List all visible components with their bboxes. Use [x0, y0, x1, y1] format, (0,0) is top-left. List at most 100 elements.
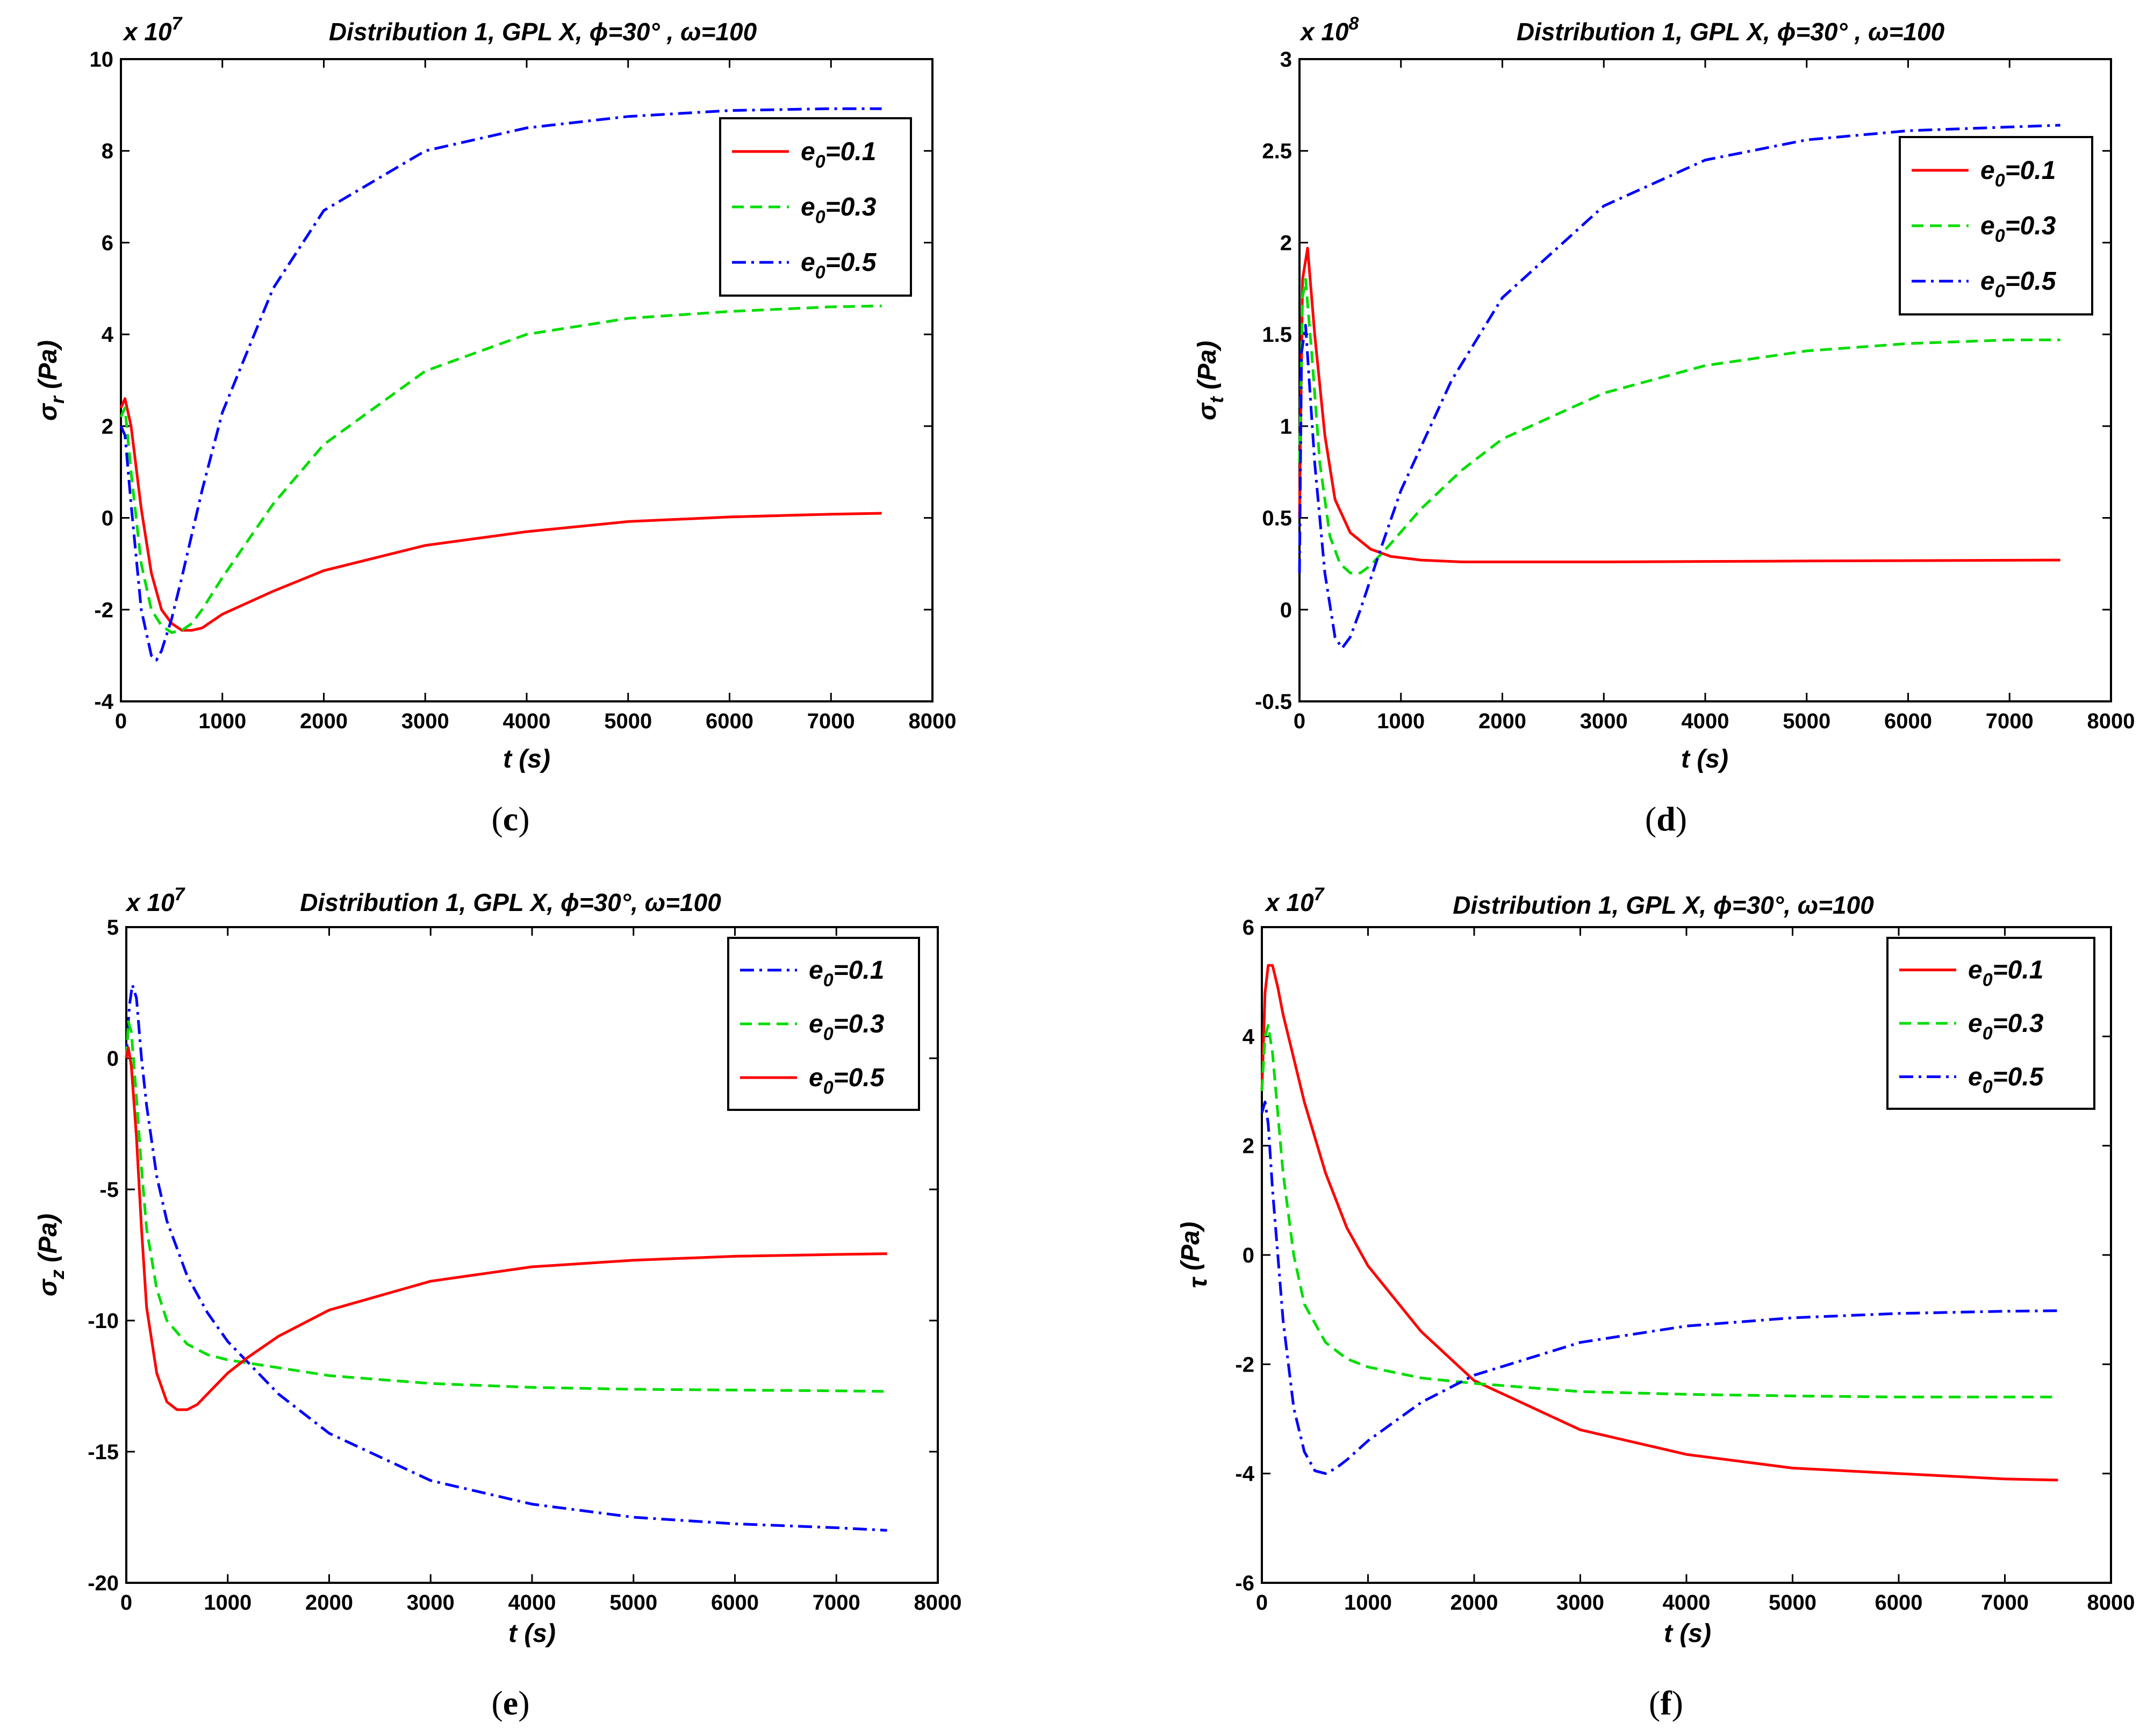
x-tick-label: 1000: [1377, 709, 1425, 733]
y-tick-label: 2.5: [1262, 140, 1292, 163]
x-tick-label: 4000: [1663, 1591, 1711, 1615]
tick-layer: 0 1000 2000 3000 4000 5000 6000 7000 8000 -6 -4 -2 0…: [1235, 916, 2135, 1615]
x-tick-label: 7000: [1981, 1591, 2029, 1615]
y-tick-label: -15: [88, 1440, 119, 1464]
legend-label: e0=0.1: [1980, 156, 2056, 191]
x-tick-label: 8000: [2087, 1591, 2135, 1615]
tick-layer: 0 1000 2000 3000 4000 5000 6000 7000 8000 -20 -15 -…: [88, 916, 961, 1615]
panel-f: 0 1000 2000 3000 4000 5000 6000 7000 8000 -6 -4 -2 0…: [1176, 884, 2135, 1722]
x-tick-label: 5000: [604, 709, 652, 733]
y-tick-label: 2: [1243, 1135, 1254, 1158]
y-tick-label: -10: [88, 1309, 119, 1333]
y-tick-label: -6: [1235, 1572, 1254, 1595]
y-tick-label: -0.5: [1255, 690, 1292, 714]
series-line-red: [125, 1046, 887, 1411]
legend-items: e0=0.1 e0=0.3 e0=0.5: [732, 138, 877, 283]
panel-caption: (d): [1645, 800, 1687, 838]
x-tick-label: 6000: [711, 1591, 759, 1615]
curve-layer: [1298, 124, 2060, 650]
x-tick-label: 7000: [813, 1591, 860, 1615]
y-tick-label: 0: [102, 507, 113, 530]
x-tick-label: 7000: [807, 709, 855, 733]
x-tick-label: 1000: [198, 709, 246, 733]
y-tick-label: 0.5: [1262, 507, 1292, 530]
legend-items: e0=0.1 e0=0.3 e0=0.5: [1912, 156, 2057, 302]
y-axis-label: τ (Pa): [1176, 1222, 1212, 1288]
panel-d: 0 1000 2000 3000 4000 5000 6000 7000 8000-0.500.…: [1193, 13, 2135, 838]
series-line-green: [1260, 1024, 2058, 1398]
x-tick-label: 2000: [1478, 709, 1526, 733]
x-tick-label: 4000: [508, 1591, 556, 1615]
x-tick-label: 3000: [1556, 1591, 1604, 1615]
legend: e0=0.1 e0=0.3 e0=0.5: [1899, 136, 2093, 315]
y-tick-label: 6: [102, 231, 113, 255]
chart-title: Distribution 1, GPL X, ϕ=30° , ω=100: [329, 18, 757, 46]
chart-title: Distribution 1, GPL X, ϕ=30° , ω=100: [1517, 18, 1945, 46]
legend-label: e0=0.5: [1980, 267, 2057, 302]
tick-layer: 0 1000 2000 3000 4000 5000 6000 7000 8000 -4 -2 0 2 4…: [90, 48, 957, 733]
series-line-blue: [1260, 1100, 2058, 1475]
x-tick-label: 0: [1294, 709, 1305, 733]
panel-caption: (c): [491, 800, 529, 838]
x-tick-label: 5000: [1769, 1591, 1816, 1615]
y-tick-label: -2: [1235, 1353, 1254, 1376]
y-tick-label: 0: [1280, 598, 1292, 622]
x-tick-label: 2000: [300, 709, 348, 733]
panel-caption: (f): [1649, 1684, 1683, 1722]
exponent-label: x 107: [1264, 884, 1325, 916]
x-tick-label: 3000: [1580, 709, 1628, 733]
x-tick-label: 3000: [407, 1591, 455, 1615]
legend-label: e0=0.3: [1968, 1009, 2044, 1044]
y-tick-label: 2: [1280, 231, 1292, 255]
series-line-red: [119, 397, 882, 632]
x-tick-label: 5000: [609, 1591, 657, 1615]
y-tick-label: -4: [1235, 1462, 1254, 1486]
y-tick-label: 5: [107, 916, 119, 939]
series-line-blue: [125, 983, 887, 1532]
y-tick-label: -4: [94, 690, 113, 714]
series-line-green: [1298, 278, 2060, 575]
y-tick-label: 0: [107, 1047, 119, 1071]
y-tick-label: 6: [1243, 916, 1254, 939]
legend-label: e0=0.3: [801, 193, 877, 227]
legend-label: e0=0.1: [801, 138, 876, 172]
x-tick-label: 4000: [503, 709, 551, 733]
legend-label: e0=0.3: [1980, 212, 2056, 246]
legend-label: e0=0.1: [809, 956, 884, 991]
y-tick-label: 3: [1280, 48, 1292, 71]
series-line-green: [125, 1020, 887, 1393]
panel-e: 0 1000 2000 3000 4000 5000 6000 7000 8000 -20 -15 -…: [34, 884, 961, 1722]
x-tick-label: 1000: [1344, 1591, 1392, 1615]
y-tick-label: 0: [1243, 1244, 1254, 1267]
panel-c: 0 1000 2000 3000 4000 5000 6000 7000 8000 -4 -2 0 2 4…: [34, 13, 956, 838]
legend-items: e0=0.1 e0=0.3 e0=0.5: [740, 956, 885, 1098]
series-line-red: [1260, 964, 2058, 1482]
curve-layer: [125, 983, 887, 1532]
x-tick-label: 0: [120, 1591, 132, 1615]
tick-layer: 0 1000 2000 3000 4000 5000 6000 7000 8000-0.500.…: [1255, 48, 2135, 733]
x-tick-label: 8000: [914, 1591, 962, 1615]
x-tick-label: 8000: [2087, 709, 2135, 733]
chart-title: Distribution 1, GPL X, ϕ=30°, ω=100: [1453, 891, 1874, 919]
chart-title: Distribution 1, GPL X, ϕ=30°, ω=100: [300, 888, 721, 916]
x-axis-label: t (s): [503, 745, 550, 773]
x-tick-label: 8000: [909, 709, 957, 733]
legend-label: e0=0.3: [809, 1010, 885, 1044]
y-axis-label: σr (Pa): [34, 340, 68, 421]
curve-layer: [119, 107, 882, 662]
y-tick-label: -2: [94, 598, 113, 622]
legend-label: e0=0.5: [801, 248, 877, 283]
curve-layer: [1260, 964, 2058, 1482]
x-axis-label: t (s): [508, 1619, 556, 1648]
x-tick-label: 7000: [1986, 709, 2034, 733]
legend-label: e0=0.1: [1968, 956, 2043, 991]
series-line-green: [119, 304, 882, 634]
exponent-label: x 107: [122, 13, 183, 46]
x-tick-label: 1000: [204, 1591, 252, 1615]
y-axis-label: σt (Pa): [1193, 341, 1227, 420]
exponent-label: x 107: [125, 884, 186, 916]
y-axis-label: σz (Pa): [34, 1214, 68, 1296]
legend-items: e0=0.1 e0=0.3 e0=0.5: [1899, 956, 2044, 1097]
series-line-blue: [1298, 124, 2060, 650]
